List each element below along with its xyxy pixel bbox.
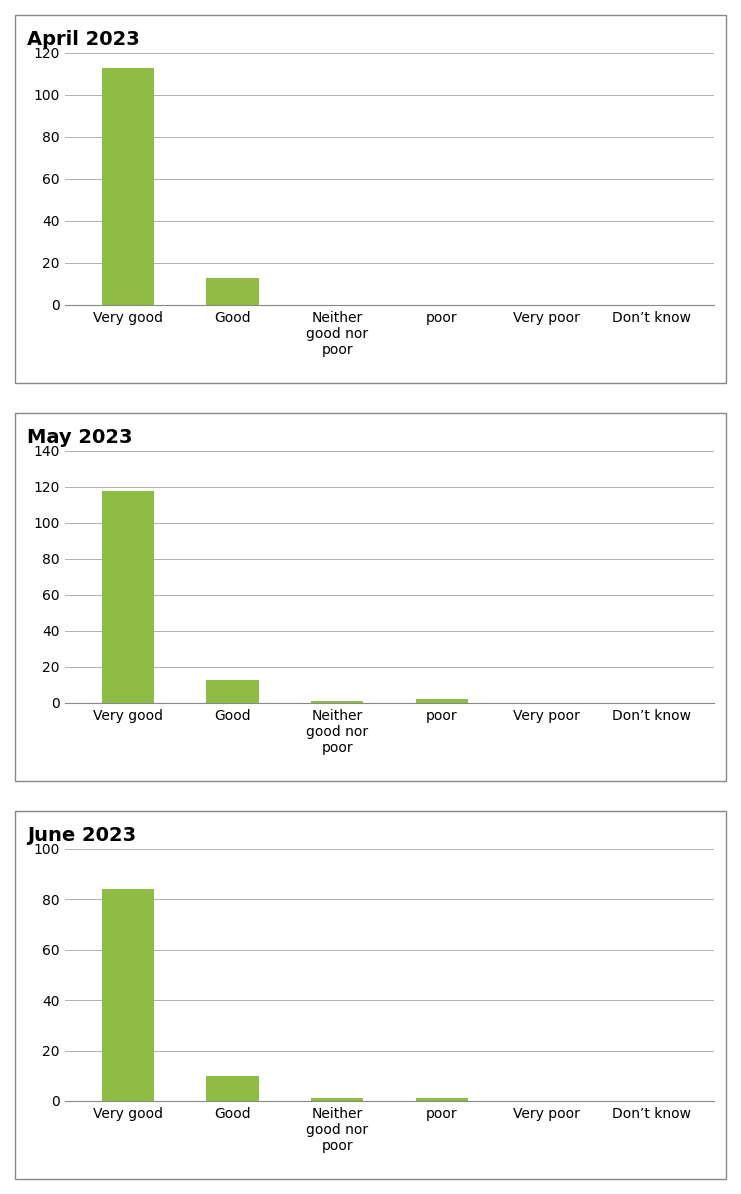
Bar xyxy=(102,890,154,1101)
Bar xyxy=(311,701,363,703)
Bar xyxy=(206,1076,259,1101)
Bar xyxy=(102,491,154,703)
Bar xyxy=(102,68,154,304)
Bar xyxy=(206,679,259,703)
Text: June 2023: June 2023 xyxy=(27,826,136,845)
Bar xyxy=(416,700,468,703)
Bar xyxy=(206,278,259,304)
Bar xyxy=(311,1098,363,1101)
Text: April 2023: April 2023 xyxy=(27,30,139,49)
Text: May 2023: May 2023 xyxy=(27,427,132,447)
Bar xyxy=(416,1098,468,1101)
